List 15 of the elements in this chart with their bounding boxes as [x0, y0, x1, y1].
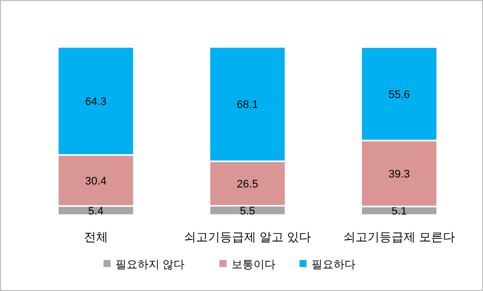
- data-label: 5.1: [392, 206, 407, 218]
- data-label: 26.5: [236, 178, 258, 191]
- data-label: 30.4: [85, 175, 107, 188]
- data-label: 5.4: [88, 205, 104, 218]
- data-label: 5.5: [240, 205, 256, 218]
- legend-label: 보통이다: [232, 259, 276, 271]
- x-tick-label: 쇠고기등급제 모른다: [343, 230, 455, 244]
- data-label: 68.1: [236, 99, 258, 112]
- data-label: 55.6: [388, 88, 410, 101]
- data-label: 39.3: [388, 168, 410, 180]
- legend-label: 필요하지 않다: [116, 259, 185, 271]
- legend-label: 필요하다: [312, 259, 356, 271]
- x-tick-label: 전체: [84, 230, 108, 244]
- x-tick-label: 쇠고기등급제 알고 있다: [184, 230, 311, 244]
- data-label: 64.3: [85, 96, 107, 108]
